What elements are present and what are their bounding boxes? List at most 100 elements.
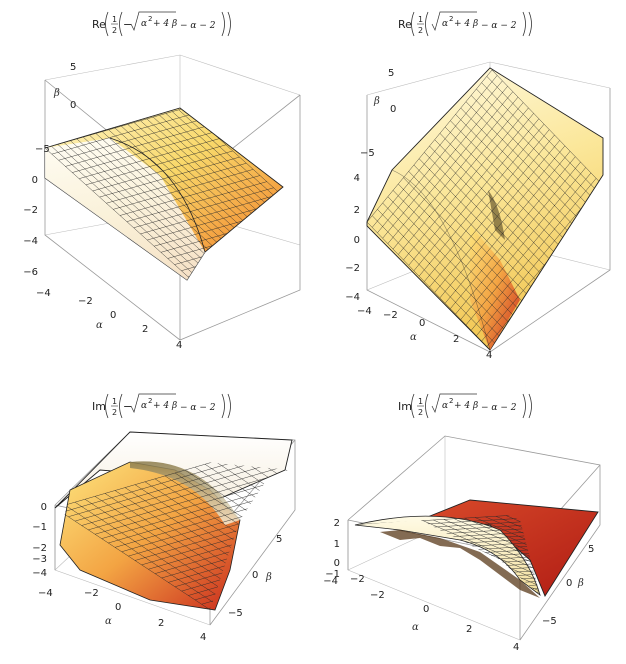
title-rad-rest: + 4 β	[153, 19, 177, 29]
title-rad-exp: 2	[148, 397, 152, 405]
title-rad-a: α	[141, 19, 147, 29]
panel-4: Im 1 2 α 2 + 4 β − α − 2 2 1	[323, 394, 626, 653]
mesh-line	[590, 511, 626, 586]
title-prefix: Im	[398, 400, 412, 413]
title-rad-rest: + 4 β	[153, 401, 177, 411]
mesh-line	[245, 453, 405, 558]
z-tick: −1	[32, 522, 47, 533]
title-prefix: Im	[92, 400, 106, 413]
x-axis-label: α	[96, 320, 103, 331]
x-tick: −4	[357, 306, 372, 317]
mesh-line	[195, 243, 335, 283]
x-tick: 0	[419, 318, 425, 329]
y-tick: 5	[388, 68, 394, 79]
y-tick: 5	[276, 534, 282, 545]
panel-1-title: Re 1 2 − α 2 + 4 β − α − 2	[92, 12, 231, 36]
title-tail: − α − 2	[180, 403, 216, 413]
title-frac-num: 1	[418, 397, 423, 406]
mesh-line	[225, 458, 385, 563]
y-axis-label: β	[577, 578, 584, 589]
z-tick: 0	[334, 558, 340, 569]
z-tick: −2	[345, 263, 360, 274]
x-tick: −2	[78, 296, 93, 307]
title-tail: − α − 2	[180, 21, 216, 31]
y-tick: −5	[228, 608, 243, 619]
z-tick: −4	[32, 568, 47, 579]
title-frac-num: 1	[418, 15, 423, 24]
x-tick: 0	[110, 310, 116, 321]
title-tail: − α − 2	[481, 403, 517, 413]
x-axis-label: α	[410, 332, 417, 343]
y-tick: −5	[542, 616, 557, 627]
y-axis-label: β	[53, 88, 60, 99]
title-frac-den: 2	[418, 408, 423, 417]
y-tick: 0	[70, 100, 76, 111]
x-axis-label: α	[105, 616, 112, 627]
x-tick: 2	[466, 624, 472, 635]
x-axis-label: α	[412, 622, 419, 633]
z-tick: 4	[354, 173, 360, 184]
panel-2: Re 1 2 α 2 + 4 β − α − 2 4 2	[345, 12, 617, 361]
title-frac-den: 2	[112, 26, 117, 35]
y-axis-label: β	[373, 96, 380, 107]
z-tick: −2	[23, 205, 38, 216]
x-tick: 0	[423, 604, 429, 615]
y-tick: 0	[252, 570, 258, 581]
title-rad-a: α	[442, 19, 448, 29]
x-tick: 2	[158, 618, 164, 629]
title-rad-a: α	[442, 401, 448, 411]
title-sign: −	[123, 18, 132, 31]
x-tick: −4	[36, 288, 51, 299]
title-rad-rest: + 4 β	[454, 19, 478, 29]
x-tick: 2	[142, 324, 148, 335]
y-tick: 0	[566, 578, 572, 589]
panel-3-title: Im 1 2 − α 2 + 4 β − α − 2	[92, 394, 231, 418]
x-tick: −4	[38, 588, 53, 599]
x-tick: 4	[513, 642, 519, 653]
y-tick: 0	[390, 104, 396, 115]
mesh-line	[600, 510, 626, 585]
z-tick: 2	[354, 205, 360, 216]
title-rad-exp: 2	[449, 15, 453, 23]
title-tail: − α − 2	[481, 21, 517, 31]
title-rad-exp: 2	[449, 397, 453, 405]
title-frac-num: 1	[112, 15, 117, 24]
z-tick: −4	[323, 576, 338, 587]
panel-1-surface	[45, 108, 335, 283]
x-tick: 0	[115, 602, 121, 613]
z-tick: 1	[334, 539, 340, 550]
panel-4-title: Im 1 2 α 2 + 4 β − α − 2	[398, 394, 532, 418]
y-tick: 5	[70, 62, 76, 73]
z-tick: −3	[32, 554, 47, 565]
title-rad-a: α	[141, 401, 147, 411]
z-tick: 0	[41, 502, 47, 513]
z-tick: −2	[32, 543, 47, 554]
title-frac-den: 2	[112, 408, 117, 417]
x-tick: −2	[370, 590, 385, 601]
x-tick: 4	[200, 632, 206, 643]
title-rad-rest: + 4 β	[454, 401, 478, 411]
x-tick: −2	[84, 588, 99, 599]
y-tick: −5	[35, 144, 50, 155]
z-tick: −4	[345, 292, 360, 303]
y-axis-label: β	[265, 572, 272, 583]
panel-1: Re 1 2 − α 2 + 4 β − α − 2 0	[23, 12, 335, 351]
x-tick: 2	[453, 334, 459, 345]
mesh-line	[235, 456, 395, 561]
title-frac-den: 2	[418, 26, 423, 35]
title-rad-exp: 2	[148, 15, 152, 23]
mesh-line	[525, 585, 626, 600]
panel-2-title: Re 1 2 α 2 + 4 β − α − 2	[398, 12, 532, 36]
z-tick: −4	[23, 236, 38, 247]
z-tick: 0	[354, 235, 360, 246]
title-prefix: Re	[92, 18, 106, 31]
title-prefix: Re	[398, 18, 412, 31]
x-tick: 4	[176, 340, 182, 351]
title-sign: −	[123, 400, 132, 413]
z-tick: −6	[23, 267, 38, 278]
z-tick: 2	[334, 518, 340, 529]
y-tick: −5	[360, 148, 375, 159]
panel-2-surface	[367, 68, 617, 352]
z-tick: −2	[350, 574, 365, 585]
